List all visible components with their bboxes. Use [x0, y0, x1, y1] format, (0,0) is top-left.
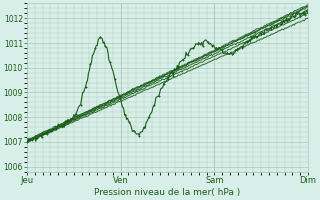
X-axis label: Pression niveau de la mer( hPa ): Pression niveau de la mer( hPa ): [94, 188, 241, 197]
